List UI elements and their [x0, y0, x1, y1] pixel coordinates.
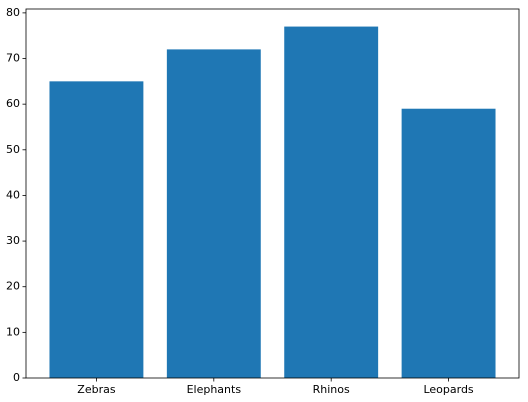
- bar: [166, 49, 261, 378]
- x-tick-label: Rhinos: [313, 383, 350, 396]
- bar: [284, 26, 379, 378]
- y-tick-label: 50: [6, 143, 20, 156]
- axes-frame: [25, 8, 520, 379]
- y-tick-label: 0: [13, 371, 20, 384]
- y-tick-label: 80: [6, 6, 20, 19]
- x-tick-label: Leopards: [423, 383, 473, 396]
- y-tick-label: 20: [6, 280, 20, 293]
- bar: [401, 108, 496, 378]
- y-tick-label: 30: [6, 234, 20, 247]
- y-tick-label: 70: [6, 52, 20, 65]
- x-tick-label: Elephants: [187, 383, 242, 396]
- y-tick-label: 10: [6, 325, 20, 338]
- x-tick-label: Zebras: [77, 383, 116, 396]
- y-tick-label: 40: [6, 188, 20, 201]
- y-tick-label: 60: [6, 97, 20, 110]
- bar: [49, 81, 144, 379]
